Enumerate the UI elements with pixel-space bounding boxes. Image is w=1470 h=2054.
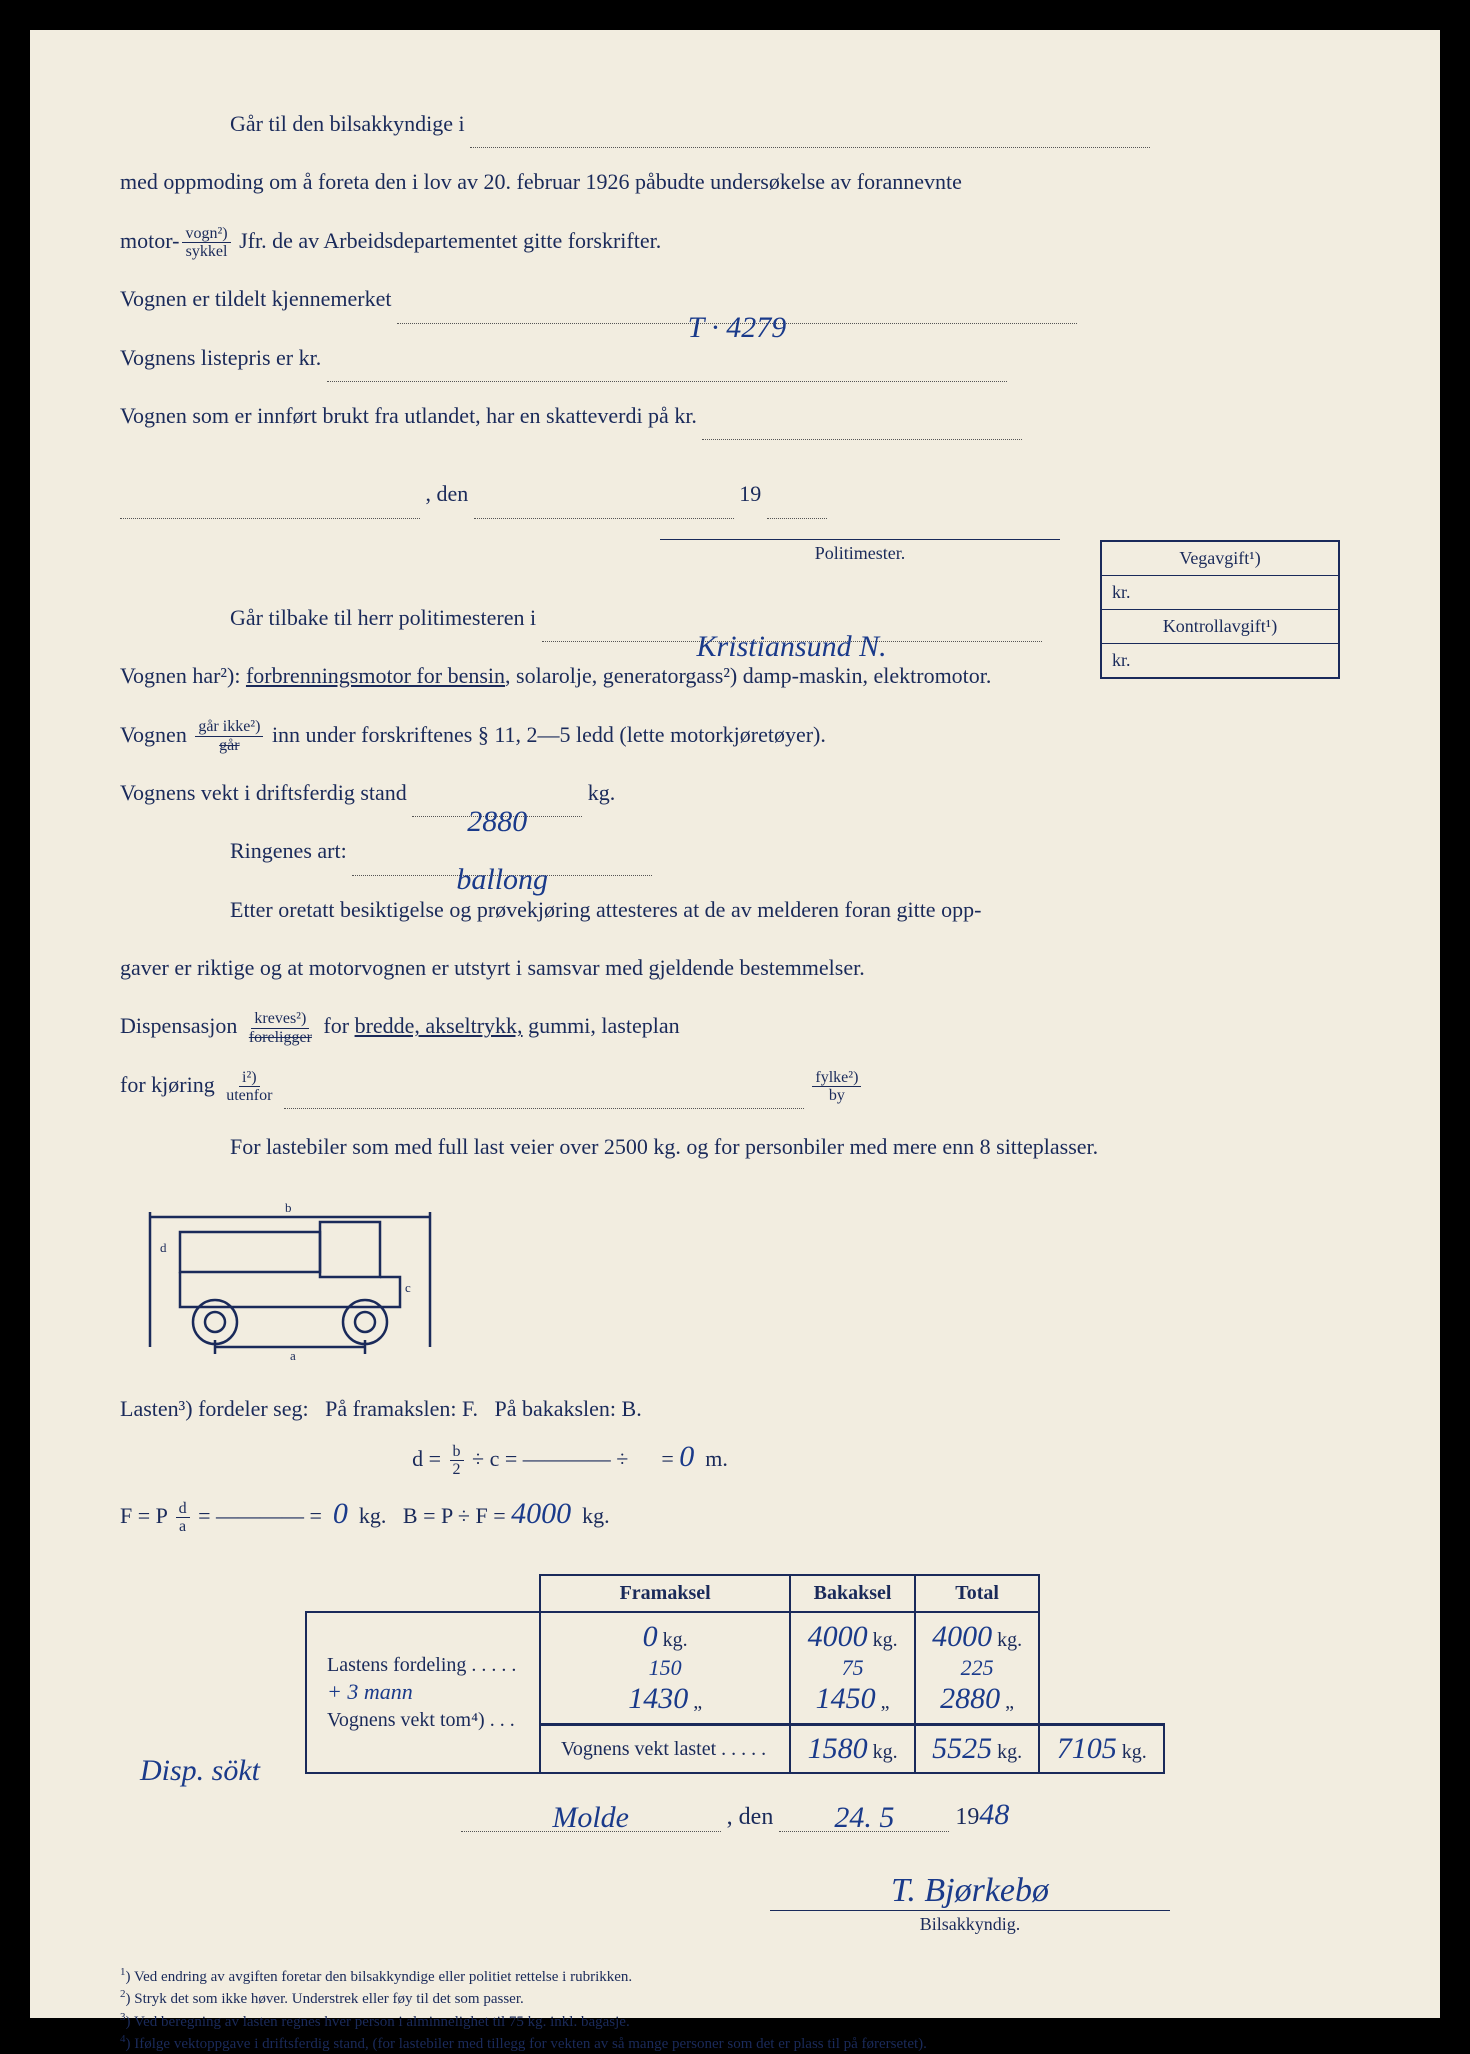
place-value: Molde xyxy=(461,1801,721,1832)
fee-box: Vegavgift¹) kr. Kontrollavgift¹) kr. xyxy=(1100,540,1340,679)
label: Vognens listepris er kr. xyxy=(120,345,321,370)
blank-field xyxy=(470,120,1150,149)
unit: kg. xyxy=(588,780,616,805)
text: Jfr. de av Arbeidsdepartementet gitte fo… xyxy=(239,228,661,253)
motor-underlined: forbrenningsmotor for bensin xyxy=(246,663,505,688)
frac-vogn-sykkel: vogn²) sykkel xyxy=(182,225,230,261)
vegavgift-kr: kr. xyxy=(1102,576,1338,610)
text: med oppmoding om å foreta den i lov av 2… xyxy=(120,169,962,194)
sig-label: Politimester. xyxy=(660,539,1060,564)
line-kjoring: for kjøring i²) utenfor fylke²) by xyxy=(120,1061,1350,1109)
text: 19 xyxy=(739,481,761,506)
blank-field xyxy=(327,353,1007,382)
th-bakaksel: Bakaksel xyxy=(790,1575,915,1612)
line-attest2: gaver er riktige og at motorvognen er ut… xyxy=(120,944,1350,992)
frac-disp: kreves²) foreligger xyxy=(246,1010,315,1046)
weight-table: Framaksel Bakaksel Total Lastens fordeli… xyxy=(305,1574,1165,1774)
footnote-4: 4) Ifølge vektoppgave i driftsferdig sta… xyxy=(120,2032,1350,2054)
th-framaksel: Framaksel xyxy=(540,1575,790,1612)
kontrollavgift-kr: kr. xyxy=(1102,644,1338,677)
bottom-date: Molde , den 24. 5 1948 xyxy=(120,1798,1350,1832)
text: Etter oretatt besiktigelse og prøvekjøri… xyxy=(230,897,981,922)
lasten-labels: Lasten³) fordeler seg: På framakslen: F.… xyxy=(120,1396,1020,1422)
line-lastebiler: For lastebiler som med full last veier o… xyxy=(230,1123,1350,1171)
label: Vognen som er innført brukt fra utlandet… xyxy=(120,403,697,428)
line-attest1: Etter oretatt besiktigelse og prøvekjøri… xyxy=(230,886,1350,934)
sig-label: Bilsakkyndig. xyxy=(770,1910,1170,1935)
label: Går tilbake til herr politimesteren i xyxy=(230,605,536,630)
label: Vognens vekt i driftsferdig stand xyxy=(120,780,407,805)
signature: T. Bjørkebø xyxy=(891,1872,1049,1910)
footnote-1: 1) Ved endring av avgiften foretar den b… xyxy=(120,1965,1350,1987)
formula-area: Lasten³) fordeler seg: På framakslen: F.… xyxy=(120,1378,1020,1554)
document-page: Går til den bilsakkyndige i med oppmodin… xyxy=(30,30,1440,2018)
formula-fp: F = P da = ———— = 0 kg. B = P ÷ F = 4000… xyxy=(120,1497,1020,1536)
frac-gaar: går ikke²) går xyxy=(195,718,263,754)
label: Vognen har²): xyxy=(120,663,240,688)
politimester-sig: Politimester. xyxy=(640,539,1080,564)
line-date: , den 19 xyxy=(120,470,1350,518)
text: motor- xyxy=(120,228,179,253)
svg-text:a: a xyxy=(290,1348,296,1362)
line-disp: Dispensasjon kreves²) foreligger for bre… xyxy=(120,1002,1350,1050)
formula-d: d = b2 ÷ c = ———— ÷ = 0 m. xyxy=(120,1440,1020,1479)
table-header-row: Framaksel Bakaksel Total xyxy=(306,1575,1164,1612)
frac-kjoring: i²) utenfor xyxy=(223,1069,275,1105)
line-listepris: Vognens listepris er kr. xyxy=(120,334,1350,382)
label: for kjøring xyxy=(120,1072,215,1097)
text: Går til den bilsakkyndige i xyxy=(230,111,465,136)
blank-place xyxy=(120,490,420,519)
line-motortype: Vognen har²): forbrenningsmotor for bens… xyxy=(120,652,1050,700)
text: , den xyxy=(426,481,469,506)
label: Ringenes art: xyxy=(230,838,347,863)
blank-field xyxy=(284,1081,804,1110)
disp-items: bredde, akseltrykk, xyxy=(355,1013,523,1038)
text: gaver er riktige og at motorvognen er ut… xyxy=(120,955,865,980)
vekt-value: 2880 xyxy=(412,789,582,818)
line-motor: motor- vogn²) sykkel Jfr. de av Arbeidsd… xyxy=(120,217,1350,265)
line-oppmoding: med oppmoding om å foreta den i lov av 2… xyxy=(120,158,1350,206)
svg-text:b: b xyxy=(285,1200,292,1215)
table-row: Lastens fordeling . . . . . + 3 mann Vog… xyxy=(306,1612,1164,1725)
kontrollavgift-label: Kontrollavgift¹) xyxy=(1102,610,1338,644)
text: , solarolje, generatorgass²) damp-maskin… xyxy=(505,663,991,688)
vegavgift-label: Vegavgift¹) xyxy=(1102,542,1338,576)
disp-note: Disp. sökt xyxy=(140,1754,260,1788)
disp-items2: gummi, lasteplan xyxy=(528,1013,680,1038)
blank-year xyxy=(767,490,827,519)
label: Dispensasjon xyxy=(120,1013,237,1038)
bilsakkyndig-sig: T. Bjørkebø Bilsakkyndig. xyxy=(740,1872,1200,1935)
label: Vognen er tildelt kjennemerket xyxy=(120,286,391,311)
blank-day xyxy=(474,490,734,519)
truck-diagram: d b a c xyxy=(140,1192,450,1368)
blank-field xyxy=(702,412,1022,441)
kjennemerke-value: T · 4279 xyxy=(397,295,1077,324)
ring-value: ballong xyxy=(352,847,652,876)
th-total: Total xyxy=(915,1575,1040,1612)
line-kjennemerke: Vognen er tildelt kjennemerket T · 4279 xyxy=(120,275,1350,323)
line-gaar: Vognen går ikke²) går inn under forskrif… xyxy=(120,711,1350,759)
svg-text:c: c xyxy=(405,1280,411,1295)
footnote-2: 2) Stryk det som ikke høver. Understrek … xyxy=(120,1987,1350,2009)
tilbake-value: Kristiansund N. xyxy=(542,614,1042,643)
footnote-3: 3) Ved beregning av lasten regnes hver p… xyxy=(120,2010,1350,2032)
text: inn under forskriftenes § 11, 2—5 ledd (… xyxy=(272,722,826,747)
text: For lastebiler som med full last veier o… xyxy=(230,1134,1098,1159)
date-value: 24. 5 xyxy=(779,1801,949,1832)
line-bilsakkyndige: Går til den bilsakkyndige i xyxy=(230,100,1350,148)
footnotes: 1) Ved endring av avgiften foretar den b… xyxy=(120,1965,1350,2054)
svg-text:d: d xyxy=(160,1240,167,1255)
line-skatteverdi: Vognen som er innført brukt fra utlandet… xyxy=(120,392,1350,440)
line-ring: Ringenes art: ballong xyxy=(230,827,1350,875)
diagram-row: d b a c Lasten³) fordeler seg: På framak… xyxy=(120,1182,1350,1554)
text: for xyxy=(323,1013,349,1038)
line-vekt: Vognens vekt i driftsferdig stand 2880 k… xyxy=(120,769,1350,817)
label: Vognen xyxy=(120,722,187,747)
frac-fylke: fylke²) by xyxy=(812,1069,861,1105)
